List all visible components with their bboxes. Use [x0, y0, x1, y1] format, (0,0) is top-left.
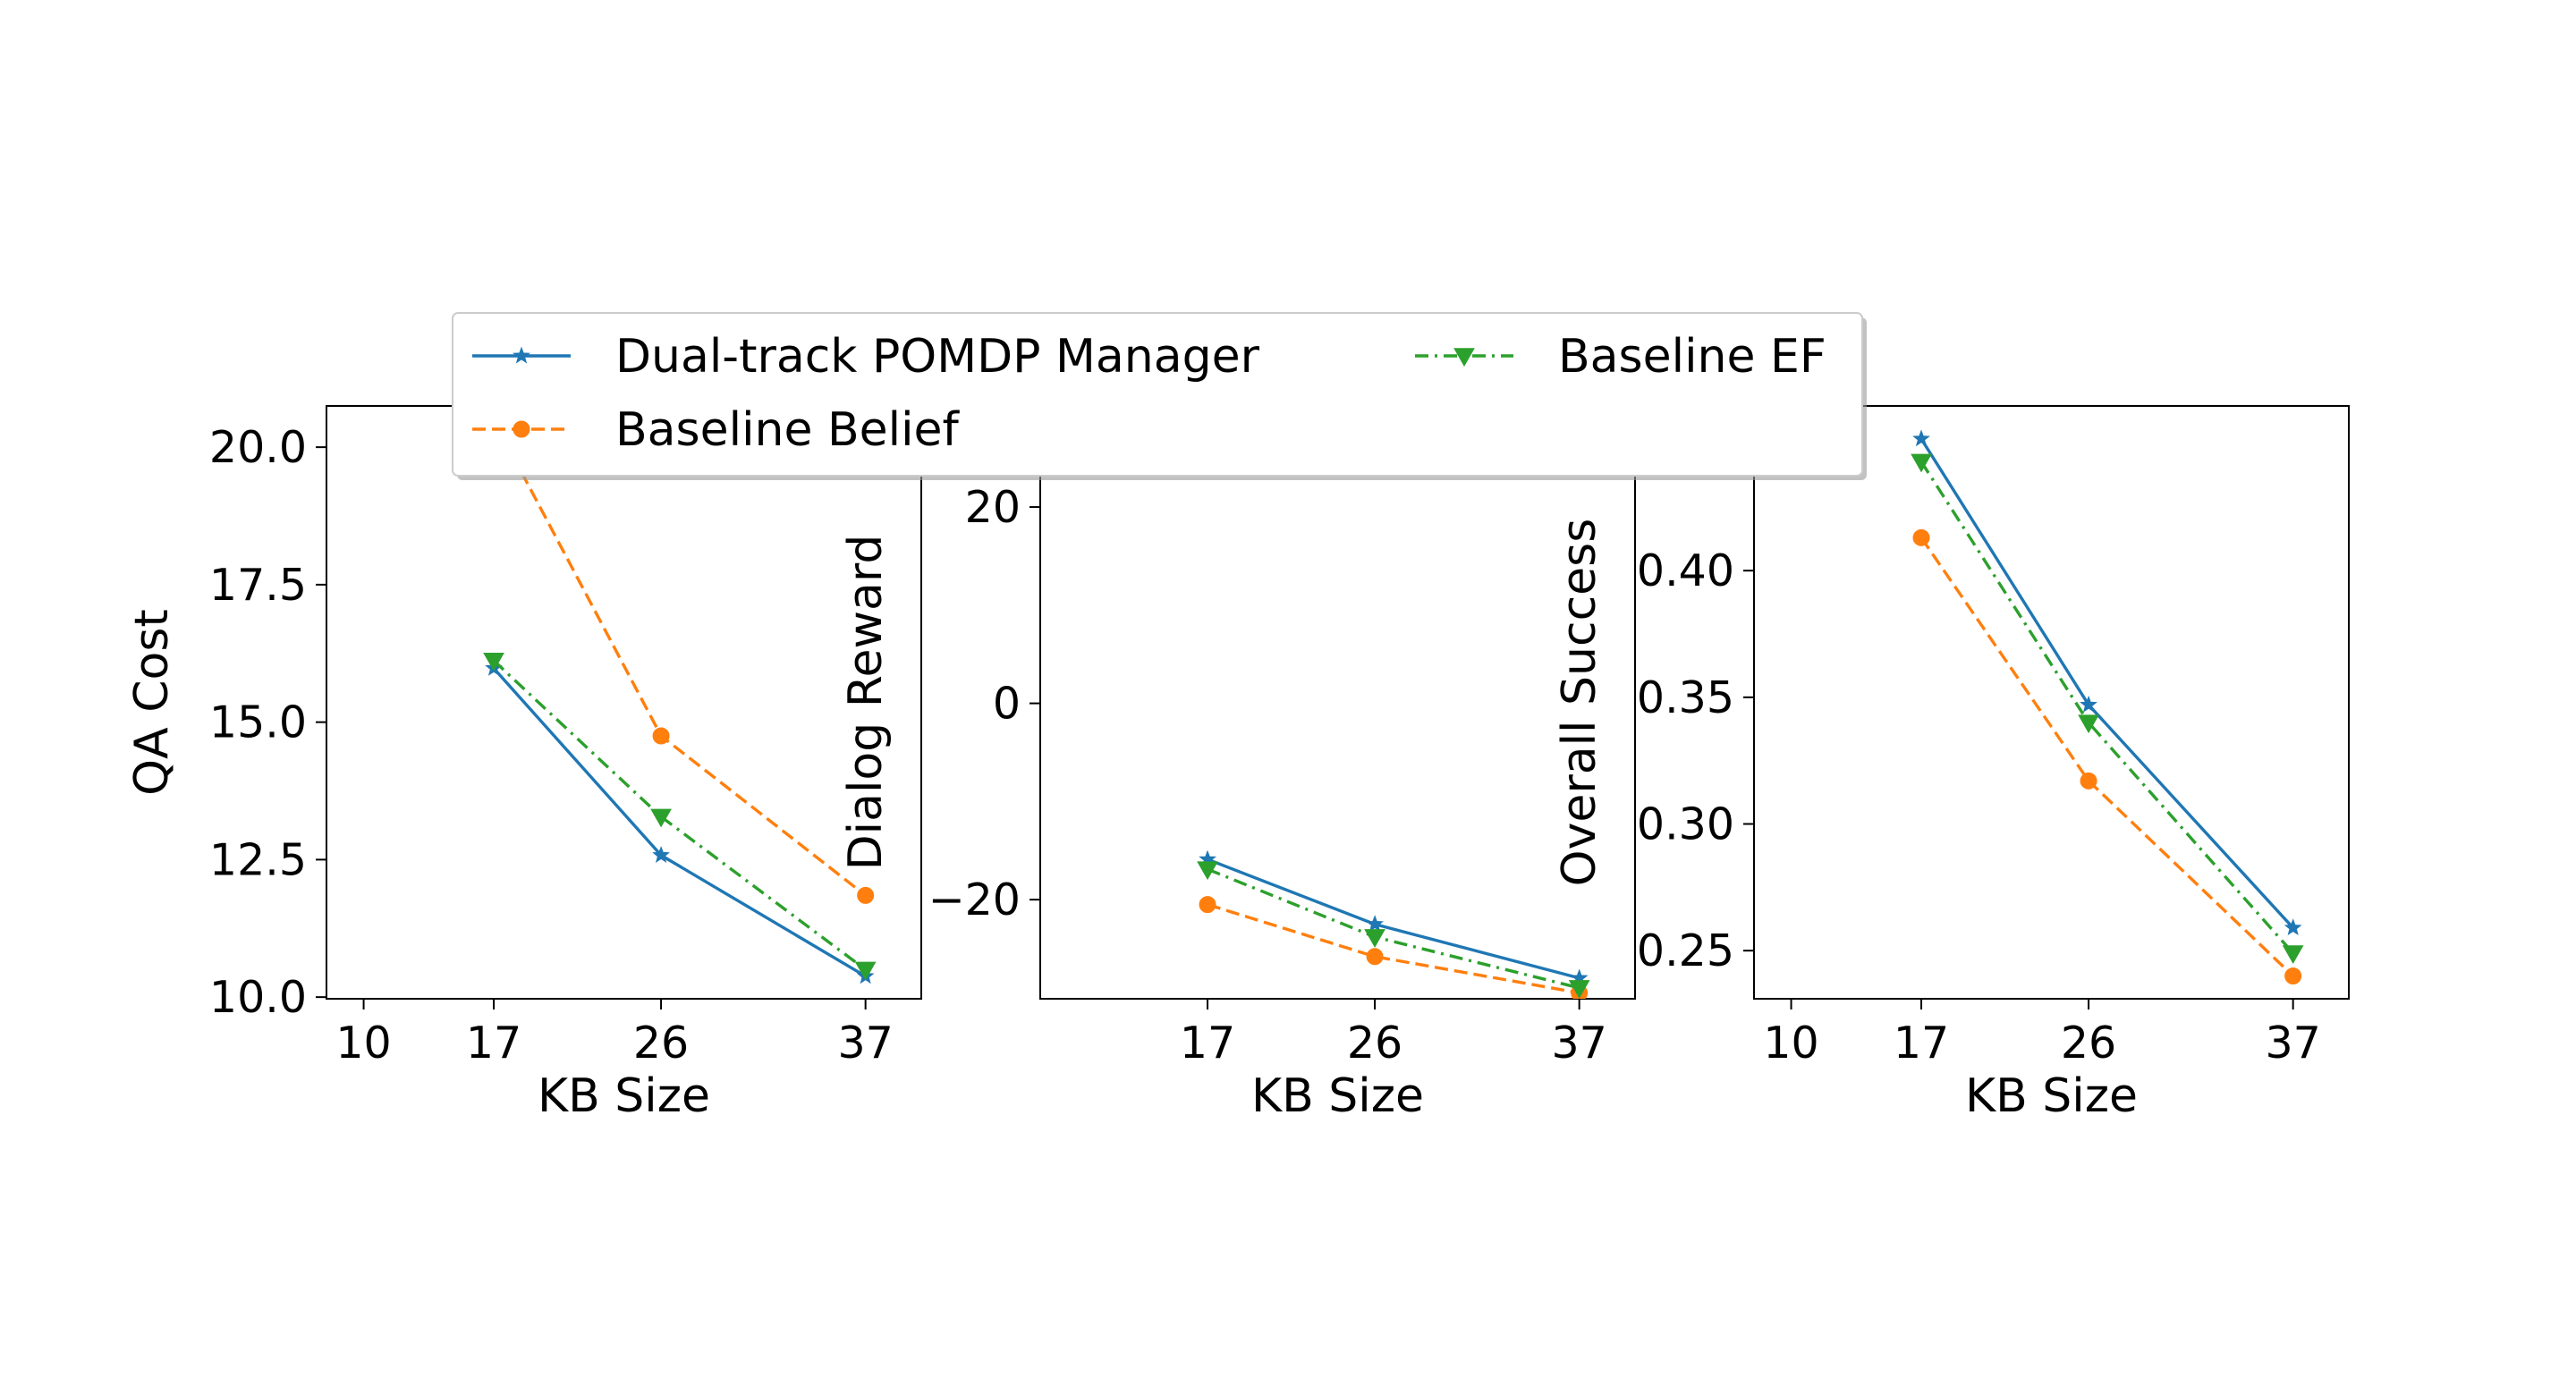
data-point-baseline-belief [857, 886, 875, 904]
x-tick-label: 37 [837, 1018, 893, 1069]
y-tick-label: 17.5 [209, 560, 307, 611]
data-point-baseline-belief [1199, 896, 1216, 914]
x-tick-label: 17 [1180, 1018, 1235, 1069]
y-tick-label: 10.0 [209, 972, 307, 1023]
series-line-baseline-ef [1919, 460, 2294, 955]
data-point-baseline-belief [2284, 967, 2302, 984]
x-tick-label: 10 [1763, 1018, 1818, 1069]
legend-item-baseline-ef: Baseline EF [1415, 330, 1826, 384]
y-axis-label: Dialog Reward [839, 535, 893, 871]
x-axis-label: KB Size [1965, 1069, 2138, 1123]
data-point-baseline-ef [1364, 929, 1385, 948]
x-tick-label: 26 [633, 1018, 689, 1069]
data-point-dual-track-pomdp-manager [2080, 695, 2097, 713]
x-tick-label: 26 [1347, 1018, 1402, 1069]
data-point-baseline-ef [483, 653, 504, 672]
y-axis-label: QA Cost [125, 609, 179, 796]
x-axis-label: KB Size [1251, 1069, 1424, 1123]
axes-frame [1039, 405, 1636, 1000]
axes-frame [326, 405, 922, 1000]
series-layer [1911, 429, 2304, 984]
y-tick-label: 0 [993, 679, 1021, 730]
legend-item-dual-track-pomdp-manager: Dual-track POMDP Manager [472, 330, 1260, 384]
y-tick-label: 20 [965, 482, 1021, 533]
legend-label: Baseline EF [1558, 330, 1826, 384]
data-point-baseline-ef [1197, 861, 1218, 881]
legend: Dual-track POMDP Manager Baseline Belief B… [452, 312, 1867, 480]
legend-label: Baseline Belief [615, 403, 961, 457]
series-layer [1197, 849, 1590, 999]
legend-item-baseline-belief: Baseline Belief [472, 403, 961, 457]
data-point-baseline-belief [652, 727, 670, 745]
data-point-baseline-belief [1366, 948, 1384, 966]
x-tick-label: 17 [466, 1018, 521, 1069]
data-point-baseline-belief [1912, 528, 1930, 546]
y-tick-label: 0.40 [1637, 545, 1734, 596]
series-layer [483, 410, 877, 984]
chart-panel-dialog-reward: 17 26 37 −20 0 20 KB Size Dialog Reward [839, 405, 1636, 1123]
legend-marker [513, 346, 530, 364]
data-point-baseline-belief [2080, 772, 2097, 790]
legend-marker [513, 420, 530, 438]
y-axis-label: Overall Success [1553, 519, 1606, 887]
y-tick-label: 0.30 [1637, 799, 1734, 850]
y-tick-label: 15.0 [209, 697, 307, 748]
x-tick-label: 10 [335, 1018, 391, 1069]
x-tick-label: 26 [2061, 1018, 2116, 1069]
y-tick-label: 20.0 [209, 422, 307, 473]
data-point-baseline-ef [2078, 714, 2099, 734]
legend-label: Dual-track POMDP Manager [615, 330, 1260, 384]
data-point-baseline-ef [2282, 945, 2304, 965]
data-point-dual-track-pomdp-manager [1912, 429, 1930, 447]
x-tick-label: 37 [1551, 1018, 1606, 1069]
y-tick-label: 12.5 [209, 834, 307, 885]
data-point-baseline-ef [1911, 453, 1932, 473]
x-tick-label: 17 [1894, 1018, 1949, 1069]
axes-frame [1753, 405, 2350, 1000]
chart-panel-overall-success: 10 17 26 37 0.25 0.30 0.35 0.40 KB Size Overall S… [1553, 405, 2350, 1123]
legend-box [452, 312, 1863, 477]
data-point-baseline-ef [854, 961, 877, 981]
chart-panels: 10 17 26 37 10.0 12.5 15.0 17.5 20.0 KB Size QA Co… [125, 405, 2350, 1123]
data-point-dual-track-pomdp-manager [652, 846, 670, 863]
legend-marker [1453, 348, 1475, 367]
x-tick-label: 37 [2265, 1018, 2320, 1069]
y-tick-label: −20 [928, 874, 1021, 925]
data-point-baseline-ef [1568, 980, 1590, 999]
x-axis-label: KB Size [538, 1069, 710, 1123]
y-tick-label: 0.25 [1637, 925, 1734, 976]
data-point-baseline-ef [650, 808, 672, 828]
data-point-dual-track-pomdp-manager [1366, 915, 1384, 933]
chart-panel-qa-cost: 10 17 26 37 10.0 12.5 15.0 17.5 20.0 KB Size QA Co… [125, 405, 922, 1123]
y-tick-label: 0.35 [1637, 672, 1734, 723]
data-point-dual-track-pomdp-manager [2284, 918, 2302, 936]
